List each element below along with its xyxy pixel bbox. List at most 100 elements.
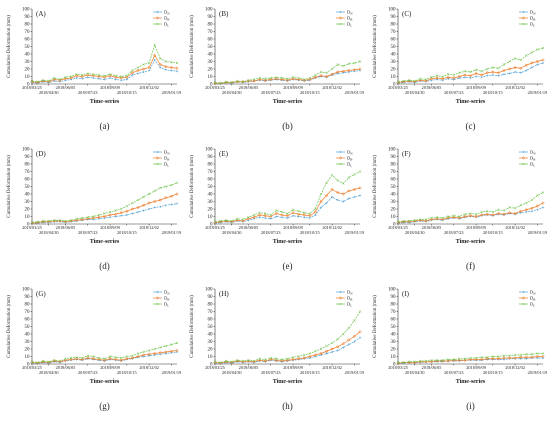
series-D_B (30, 192, 179, 225)
data-point (319, 353, 323, 357)
data-point (424, 359, 428, 363)
x-tick-label: 2018/04/30 (405, 230, 425, 235)
data-point (358, 330, 362, 334)
x-axis-label: Time-series (273, 239, 303, 245)
y-tick-label: 50 (208, 185, 214, 190)
data-point (319, 192, 323, 196)
data-point (263, 78, 267, 82)
legend-label: DB (530, 156, 535, 162)
panel-caption: (h) (282, 401, 293, 411)
data-point (263, 358, 267, 361)
x-tick-label: 2018/09/09 (100, 365, 120, 370)
data-point (264, 216, 267, 220)
data-point (159, 205, 162, 208)
data-point (302, 78, 306, 81)
x-tick-label: 2018/04/30 (222, 90, 242, 95)
data-point (75, 74, 78, 78)
x-axis-label: Time-series (456, 379, 486, 385)
data-point (164, 185, 168, 188)
data-point (319, 206, 323, 209)
data-point (446, 216, 450, 220)
data-point (485, 357, 489, 361)
y-tick-label: 10 (25, 75, 31, 80)
data-point (41, 219, 45, 223)
data-point (508, 60, 511, 63)
y-tick-label: 100 (22, 148, 30, 153)
data-point (97, 217, 101, 220)
data-point (120, 214, 123, 217)
y-tick-label: 80 (391, 163, 397, 168)
data-point (120, 79, 123, 82)
data-point (158, 346, 162, 349)
data-point (485, 67, 489, 71)
data-point (280, 358, 284, 361)
data-point (131, 71, 134, 75)
data-point (530, 210, 533, 213)
data-point (519, 71, 522, 74)
y-tick-label: 90 (391, 295, 397, 300)
panel-label: (G) (36, 290, 46, 298)
legend-label: DL (347, 22, 352, 28)
chart-panel: 0 10 20 30 40 50 60 70 80 90 100 2018/03/252018/04/… (7, 8, 181, 131)
data-point (347, 70, 350, 74)
data-point (213, 360, 217, 364)
data-point (347, 343, 350, 346)
y-tick-label: 40 (208, 193, 214, 198)
data-point (103, 357, 106, 361)
data-point (319, 74, 323, 78)
legend-marker (339, 290, 342, 294)
data-point (497, 208, 500, 212)
data-point (114, 78, 117, 81)
data-point (519, 357, 522, 360)
chart-panel: 0 10 20 30 40 50 60 70 80 90 100 2018/03/252018/04/… (373, 288, 547, 411)
x-axis-label: Time-series (90, 99, 120, 105)
y-tick-label: 80 (25, 303, 31, 308)
y-tick-label: 40 (391, 333, 397, 338)
x-tick-label: 2019/01/19 (345, 370, 365, 375)
x-tick-label: 2019/01/19 (528, 230, 548, 235)
data-point (342, 346, 345, 349)
data-point (97, 77, 101, 80)
y-tick-label: 10 (391, 215, 397, 220)
data-point (435, 78, 439, 81)
y-tick-label: 80 (391, 303, 397, 308)
legend-label: DB (347, 16, 352, 22)
data-point (147, 352, 151, 356)
data-point (258, 216, 261, 219)
data-point (541, 206, 545, 209)
data-point (314, 355, 317, 358)
y-tick-label: 100 (388, 148, 396, 153)
y-tick-label: 30 (25, 200, 31, 205)
data-point (119, 75, 123, 78)
data-point (41, 78, 45, 82)
data-point (252, 78, 256, 81)
data-point (64, 219, 67, 223)
data-point (347, 197, 350, 200)
data-point (353, 173, 356, 176)
data-point (47, 219, 51, 223)
data-point (170, 60, 173, 64)
x-tick-label: 2019/01/19 (162, 230, 182, 235)
data-point (353, 61, 356, 65)
data-point (341, 342, 345, 346)
data-point (519, 211, 522, 214)
data-point (341, 64, 345, 68)
data-point (153, 189, 156, 193)
data-point (497, 66, 500, 70)
y-tick-label: 30 (208, 200, 214, 205)
data-point (280, 78, 284, 81)
data-point (119, 76, 123, 80)
data-point (541, 46, 545, 50)
legend-marker (339, 302, 342, 306)
data-point (430, 360, 433, 364)
data-point (513, 212, 517, 215)
x-axis-label: Time-series (273, 99, 303, 105)
data-point (80, 75, 84, 78)
legend-label: DN (164, 290, 170, 296)
data-point (480, 355, 483, 359)
data-point (353, 70, 356, 73)
data-point (58, 78, 62, 81)
data-point (524, 54, 528, 57)
data-point (536, 208, 539, 211)
data-point (525, 357, 528, 360)
